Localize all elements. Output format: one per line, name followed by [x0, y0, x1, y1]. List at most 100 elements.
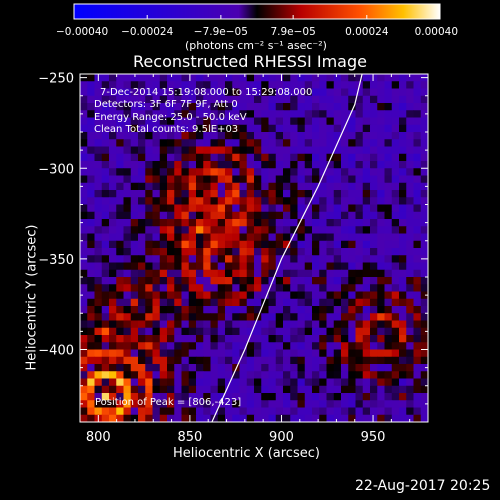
heatmap-cell — [341, 255, 349, 263]
heatmap-cell — [210, 103, 219, 111]
heatmap-cell — [123, 161, 132, 169]
heatmap-cell — [109, 139, 117, 147]
heatmap-cell — [174, 182, 182, 191]
heatmap-cell — [246, 378, 255, 387]
heatmap-cell — [377, 211, 385, 220]
heatmap-cell — [406, 226, 414, 234]
heatmap-cell — [123, 110, 132, 118]
heatmap-cell — [319, 269, 327, 278]
heatmap-cell — [413, 320, 422, 329]
heatmap-cell — [290, 407, 298, 416]
heatmap-cell — [152, 139, 161, 147]
heatmap-cell — [130, 233, 139, 242]
heatmap-cell — [232, 378, 240, 387]
heatmap-cell — [275, 211, 284, 220]
heatmap-cell — [196, 168, 204, 176]
heatmap-cell — [406, 269, 414, 278]
heatmap-cell — [196, 313, 204, 321]
heatmap-cell — [116, 400, 124, 408]
heatmap-cell — [232, 74, 240, 82]
heatmap-cell — [174, 378, 182, 387]
heatmap-cell — [275, 168, 284, 176]
heatmap-cell — [254, 211, 262, 220]
heatmap-cell — [362, 211, 371, 220]
heatmap-cell — [152, 364, 161, 372]
heatmap-cell — [181, 385, 190, 394]
heatmap-cell — [109, 88, 117, 97]
heatmap-cell — [333, 385, 342, 394]
heatmap-cell — [283, 161, 291, 169]
y-tick-label: −250 — [38, 72, 74, 87]
heatmap-cell — [196, 385, 204, 394]
heatmap-cell — [319, 393, 327, 401]
heatmap-cell — [239, 364, 248, 372]
heatmap-cell — [420, 284, 428, 292]
heatmap-cell — [239, 182, 248, 191]
heatmap-cell — [217, 393, 226, 401]
heatmap-cell — [80, 248, 88, 256]
heatmap-cell — [391, 414, 400, 422]
heatmap-cell — [384, 320, 393, 329]
heatmap-cell — [355, 74, 364, 82]
heatmap-cell — [326, 95, 335, 104]
heatmap-cell — [399, 327, 407, 336]
heatmap-cell — [123, 117, 132, 126]
heatmap-cell — [109, 342, 117, 350]
heatmap-cell — [116, 175, 124, 184]
heatmap-cell — [283, 139, 291, 147]
heatmap-cell — [210, 182, 219, 191]
heatmap-cell — [326, 168, 335, 176]
heatmap-cell — [413, 414, 422, 422]
heatmap-cell — [188, 132, 197, 140]
heatmap-cell — [377, 349, 385, 358]
heatmap-cell — [188, 284, 197, 292]
heatmap-cell — [101, 197, 110, 205]
heatmap-cell — [225, 204, 233, 213]
heatmap-cell — [116, 291, 124, 300]
heatmap-cell — [275, 103, 284, 111]
heatmap-cell — [326, 248, 335, 256]
heatmap-cell — [391, 400, 400, 408]
heatmap-cell — [232, 284, 240, 292]
heatmap-cell — [319, 103, 327, 111]
heatmap-cell — [130, 306, 139, 314]
heatmap-cell — [384, 327, 393, 336]
heatmap-cell — [420, 335, 428, 343]
heatmap-cell — [116, 335, 124, 343]
heatmap-cell — [333, 284, 342, 292]
heatmap-cell — [196, 269, 204, 278]
heatmap-cell — [341, 204, 349, 213]
heatmap-cell — [130, 110, 139, 118]
heatmap-cell — [348, 291, 356, 300]
heatmap-cell — [254, 168, 262, 176]
heatmap-cell — [174, 88, 182, 97]
heatmap-cell — [348, 378, 356, 387]
heatmap-cell — [217, 226, 226, 234]
heatmap-cell — [130, 132, 139, 140]
heatmap-cell — [101, 175, 110, 184]
heatmap-cell — [420, 139, 428, 147]
heatmap-cell — [304, 240, 313, 249]
heatmap-cell — [174, 233, 182, 242]
heatmap-cell — [420, 364, 428, 372]
heatmap-cell — [138, 110, 146, 118]
heatmap-cell — [138, 269, 146, 278]
heatmap-cell — [188, 269, 197, 278]
heatmap-cell — [210, 349, 219, 358]
heatmap-cell — [167, 291, 175, 300]
heatmap-cell — [109, 146, 117, 155]
heatmap-cell — [159, 313, 168, 321]
heatmap-cell — [413, 269, 422, 278]
heatmap-cell — [362, 124, 371, 133]
heatmap-cell — [94, 306, 103, 314]
heatmap-cell — [384, 255, 393, 263]
heatmap-cell — [268, 262, 277, 271]
heatmap-cell — [312, 240, 320, 249]
heatmap-cell — [217, 153, 226, 162]
heatmap-cell — [348, 393, 356, 401]
heatmap-cell — [312, 211, 320, 220]
heatmap-cell — [116, 262, 124, 271]
heatmap-cell — [159, 124, 168, 133]
heatmap-cell — [420, 349, 428, 358]
heatmap-cell — [87, 262, 95, 271]
